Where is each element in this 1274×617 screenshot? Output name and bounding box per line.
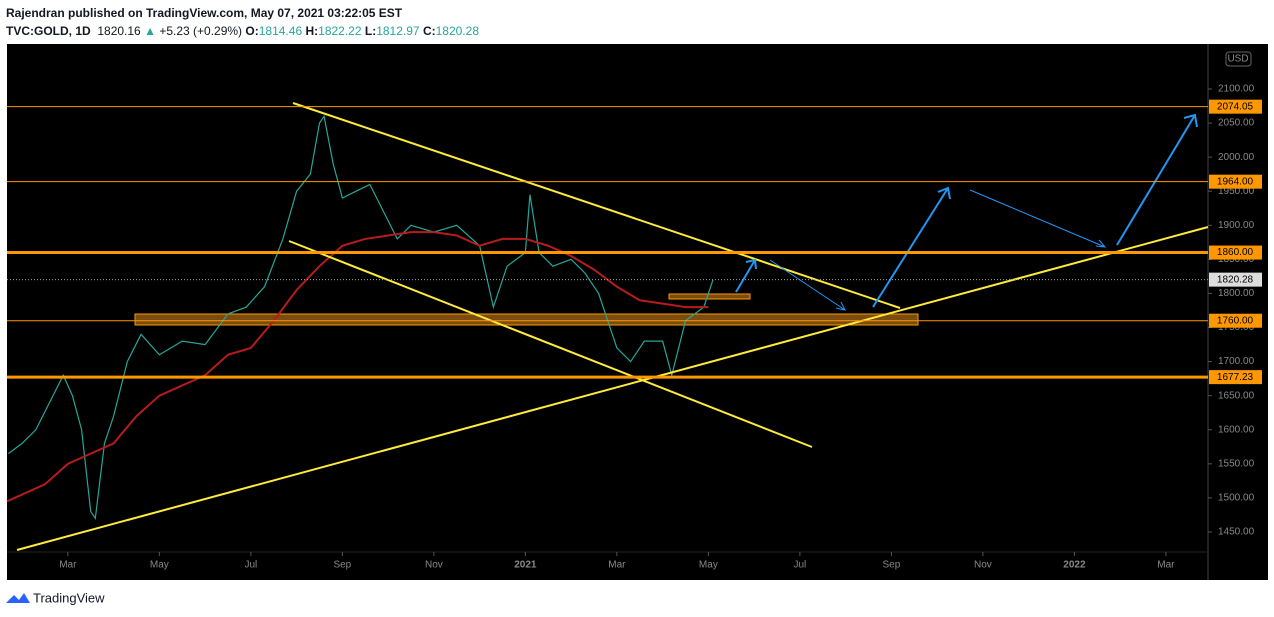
level-box	[1209, 245, 1262, 260]
level-box	[1209, 174, 1262, 189]
level-label: 1964.00	[1217, 176, 1254, 187]
x-tick-label: Mar	[59, 560, 77, 571]
o: 1814.46	[258, 24, 303, 38]
header: Rajendran published on TradingView.com, …	[6, 4, 479, 40]
y-tick-label: 2050.00	[1218, 118, 1255, 129]
level-label: 1820.28	[1217, 274, 1254, 285]
c: 1820.28	[435, 24, 479, 38]
x-tick-label: Nov	[425, 560, 443, 571]
y-tick-label: 1550.00	[1218, 458, 1255, 469]
c-label: C:	[422, 24, 436, 38]
y-tick-label: 1650.00	[1218, 390, 1255, 401]
level-box	[1209, 313, 1262, 328]
currency-box	[1225, 51, 1252, 67]
arrow	[872, 186, 951, 308]
x-tick-label: 2022	[1063, 560, 1086, 571]
brand: TradingView	[33, 590, 105, 605]
level-box	[1209, 272, 1262, 287]
y-tick-label: 1500.00	[1218, 493, 1255, 504]
symbol: TVC:GOLD, 1D	[6, 24, 91, 38]
x-tick-label: May	[699, 560, 718, 571]
level-label: 1677.23	[1217, 372, 1254, 383]
zone	[134, 313, 919, 326]
change: +5.23 (+0.29%)	[159, 24, 243, 38]
h: 1822.22	[318, 24, 362, 38]
x-tick-label: 2021	[514, 560, 537, 571]
y-tick-label: 1950.00	[1218, 186, 1255, 197]
arrow	[735, 258, 757, 293]
level-label: 1760.00	[1217, 315, 1254, 326]
arrows	[735, 113, 1198, 311]
x-tick-label: Mar	[608, 560, 626, 571]
level-box	[1209, 99, 1262, 114]
y-tick-label: 1600.00	[1218, 424, 1255, 435]
l-label: L:	[364, 24, 377, 38]
h-label: H:	[305, 24, 319, 38]
x-tick-label: Jul	[244, 560, 257, 571]
y-tick-label: 1450.00	[1218, 527, 1255, 538]
x-tick-label: Mar	[1157, 560, 1175, 571]
y-tick-label: 1700.00	[1218, 356, 1255, 367]
x-tick-label: Sep	[333, 560, 351, 571]
x-tick-label: May	[150, 560, 169, 571]
x-tick-label: Nov	[974, 560, 992, 571]
x-tick-label: Jul	[793, 560, 806, 571]
arrow	[969, 189, 1107, 248]
trendline	[292, 102, 901, 309]
level-label: 1860.00	[1217, 247, 1254, 258]
zone	[668, 293, 751, 300]
level-box	[1209, 370, 1262, 385]
arrow: ▲	[144, 24, 156, 38]
logo-icon	[6, 593, 30, 603]
y-tick-label: 2000.00	[1218, 152, 1255, 163]
price-line	[8, 114, 714, 521]
currency: USD	[1227, 54, 1248, 65]
last: 1820.16	[97, 24, 141, 38]
trendline	[288, 240, 813, 448]
l: 1812.97	[376, 24, 420, 38]
level-label: 2074.05	[1217, 101, 1254, 112]
trendlines	[16, 102, 1209, 551]
o-label: O:	[245, 24, 259, 38]
trendline	[16, 226, 1209, 551]
chart-bg	[7, 44, 1268, 580]
arrow	[769, 259, 846, 311]
y-tick-label: 1900.00	[1218, 220, 1255, 231]
x-tick-label: Sep	[882, 560, 900, 571]
arrow	[1116, 113, 1198, 246]
logo	[6, 593, 30, 603]
y-tick-label: 2100.00	[1218, 84, 1255, 95]
y-tick-label: 1800.00	[1218, 288, 1255, 299]
price-line	[6, 231, 709, 503]
publisher: Rajendran published on TradingView.com, …	[6, 6, 403, 20]
